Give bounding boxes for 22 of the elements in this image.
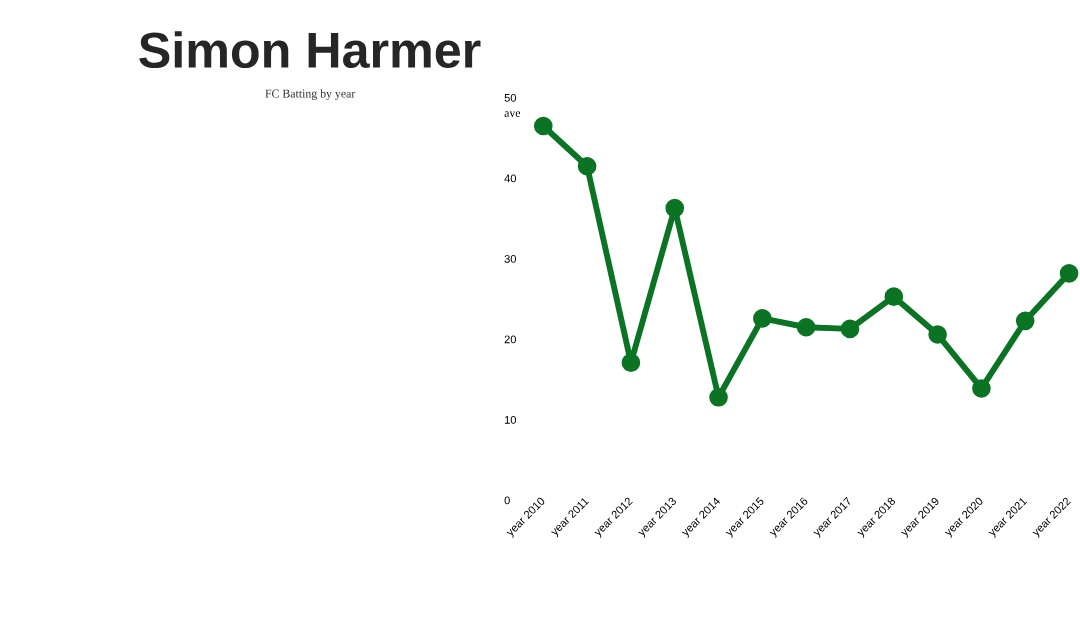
point (840, 319, 860, 339)
point (796, 318, 816, 337)
y-tick-label: 20 (504, 335, 517, 344)
y-axis-title: ave (504, 111, 521, 118)
point (621, 353, 641, 373)
point (709, 388, 728, 407)
y-tick-label: 0 (504, 496, 510, 505)
chart-title: Simon Harmer (139, 31, 481, 69)
point (928, 325, 947, 344)
point (972, 379, 991, 398)
point (1059, 264, 1079, 283)
y-tick-label: 50 (504, 94, 517, 102)
point (1015, 311, 1035, 331)
text: FC Batting by year (265, 89, 356, 101)
point (577, 157, 597, 176)
y-tick-label: 30 (504, 255, 517, 263)
point (665, 198, 685, 218)
point (753, 309, 772, 328)
point (884, 287, 904, 307)
y-tick-label: 40 (504, 174, 517, 183)
point (533, 116, 553, 136)
y-tick-label: 10 (504, 416, 517, 424)
